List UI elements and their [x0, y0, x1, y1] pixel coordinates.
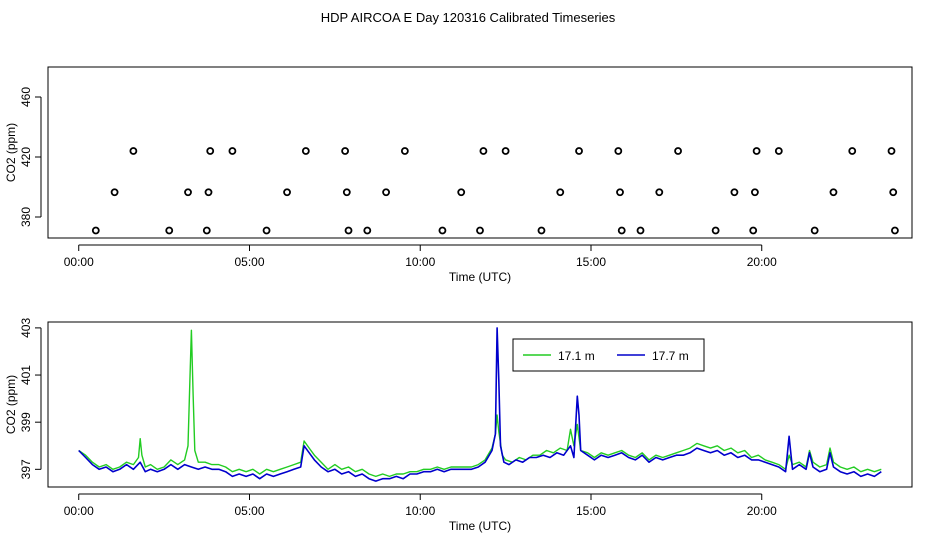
co2-line-panel: 00:00 05:00 10:00 15:00 20:00 Time (UTC) 397 39… — [4, 318, 913, 533]
calibration-point — [655, 188, 664, 197]
calibration-point — [202, 226, 211, 235]
x-tick-label: 15:00 — [576, 255, 606, 269]
calibration-point — [749, 226, 758, 235]
calibration-point — [575, 147, 583, 155]
calibration-scatter-panel: 00:00 05:00 10:00 15:00 20:00 Time (UTC) 380 42… — [4, 66, 913, 284]
calibration-point — [382, 188, 390, 197]
x-tick-label: 00:00 — [64, 504, 94, 518]
x-tick-label: 05:00 — [234, 504, 264, 518]
x-tick-label: 10:00 — [405, 255, 435, 269]
x-axis-label: Time (UTC) — [449, 270, 511, 284]
y-tick-label: 403 — [19, 318, 33, 338]
y-axis-label: CO2 (ppm) — [4, 375, 18, 434]
calibration-point — [204, 188, 213, 197]
calibration-point — [730, 188, 739, 197]
calibration-point — [810, 226, 819, 235]
y-tick-label: 401 — [19, 365, 33, 385]
x-tick-label: 15:00 — [576, 504, 606, 518]
y-tick-label: 397 — [19, 459, 33, 479]
series-lines — [78, 327, 882, 482]
calibration-point — [457, 188, 466, 197]
calibration-point — [711, 226, 720, 235]
calibration-point — [301, 147, 310, 155]
calibration-point — [262, 226, 271, 235]
calibration-point — [501, 147, 510, 155]
calibration-point — [556, 188, 565, 197]
calibration-point — [537, 226, 546, 235]
calibration-point — [344, 226, 353, 235]
series-line-upper-inlet — [78, 327, 882, 482]
calibration-point — [283, 188, 291, 197]
series-line-lower-inlet — [78, 329, 882, 478]
x-tick-label: 20:00 — [747, 504, 777, 518]
calibration-point — [184, 188, 192, 197]
calibration-point — [91, 226, 100, 235]
calibration-point — [206, 147, 215, 155]
calibration-point — [400, 147, 409, 155]
calibration-point — [438, 226, 447, 235]
y-tick-label: 420 — [19, 147, 33, 167]
legend-label: 17.1 m — [558, 349, 595, 363]
calibration-point — [674, 147, 682, 155]
calibration-point — [341, 147, 350, 155]
calibration-point — [887, 147, 896, 155]
plot-frame — [47, 321, 913, 488]
calibration-points — [91, 147, 899, 235]
calibration-point — [616, 188, 624, 197]
x-axis-label: Time (UTC) — [449, 519, 511, 533]
calibration-point — [752, 147, 761, 155]
calibration-point — [774, 147, 783, 155]
x-tick-label: 00:00 — [64, 255, 94, 269]
x-tick-label: 20:00 — [747, 255, 777, 269]
calibration-point — [891, 226, 899, 235]
legend: 17.1 m 17.7 m — [512, 338, 705, 372]
y-tick-label: 399 — [19, 412, 33, 432]
x-tick-label: 10:00 — [405, 504, 435, 518]
calibration-point — [829, 188, 838, 197]
calibration-point — [110, 188, 119, 197]
calibration-point — [363, 226, 372, 235]
calibration-point — [479, 147, 488, 155]
legend-label: 17.7 m — [652, 349, 689, 363]
calibration-point — [342, 188, 351, 197]
calibration-point — [889, 188, 898, 197]
x-tick-label: 05:00 — [234, 255, 264, 269]
y-tick-label: 460 — [19, 87, 33, 107]
calibration-point — [228, 147, 237, 155]
calibration-point — [617, 226, 626, 235]
calibration-point — [129, 147, 138, 155]
y-axis-label: CO2 (ppm) — [4, 123, 18, 182]
calibration-point — [614, 147, 623, 155]
calibration-point — [848, 147, 857, 155]
plot-frame — [47, 66, 913, 239]
calibration-point — [476, 226, 484, 235]
calibration-point — [636, 226, 645, 235]
y-tick-label: 380 — [19, 207, 33, 227]
figure-title: HDP AIRCOA E Day 120316 Calibrated Times… — [321, 10, 616, 25]
calibration-point — [751, 188, 759, 197]
calibration-point — [165, 226, 174, 235]
